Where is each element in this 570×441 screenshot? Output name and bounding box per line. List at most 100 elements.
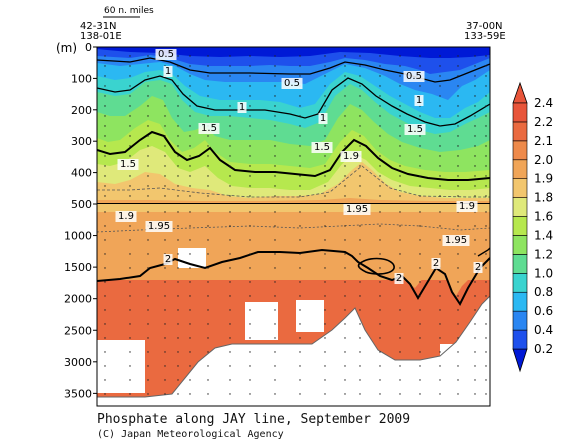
scale-bar-label: 60 n. miles <box>104 6 154 16</box>
y-tick-label: 3000 <box>64 356 92 369</box>
y-tick-label: 100 <box>71 72 92 85</box>
colorbar-segment <box>512 216 528 236</box>
station-dots-lower <box>104 211 487 395</box>
contour-label: 1.95 <box>442 235 470 246</box>
colorbar-segment <box>512 291 528 312</box>
contour-label: 1.9 <box>340 151 362 162</box>
region-2.0-upper-edge <box>97 212 490 296</box>
y-tick-label: 1000 <box>64 230 92 243</box>
colorbar-segment <box>512 121 528 142</box>
contour-1.9 <box>97 165 490 198</box>
end-station-lon: 133-59E <box>464 31 506 42</box>
colorbar-tick-label: 2.1 <box>534 134 553 148</box>
y-tick-label: 300 <box>71 135 92 148</box>
station-dots-upper <box>104 55 487 197</box>
contour-label: 0.5 <box>281 78 303 89</box>
colorbar-extend-high <box>512 81 528 104</box>
colorbar-tick-label: 0.6 <box>534 304 553 318</box>
no-data-patch-2 <box>245 302 278 340</box>
chart-title: Phosphate along JAY line, September 2009 <box>97 412 411 427</box>
y-tick-label: 1500 <box>64 261 92 274</box>
lower-depth-panel <box>97 204 490 406</box>
contour-label: 1.9 <box>115 211 137 222</box>
contour-1 <box>97 75 490 127</box>
y-tick-label: 500 <box>71 198 92 211</box>
contour-label: 2 <box>394 273 404 284</box>
y-tick-label: 2000 <box>64 293 92 306</box>
colorbar-tick-label: 1.0 <box>534 266 553 280</box>
y-axis-ticks: 0 100 200 300 400 500 1000 1500 2000 2500 3000 3500 <box>64 41 97 400</box>
contour-label: 1.5 <box>117 159 139 170</box>
seafloor <box>97 295 490 406</box>
contour-1.5 <box>97 130 490 181</box>
colorbar-tick-label: 2.0 <box>534 153 553 167</box>
start-station-lon: 138-01E <box>80 31 122 42</box>
contour-label: 1.95 <box>343 204 371 215</box>
no-data-patch-4 <box>97 340 145 393</box>
contour-label: 1.5 <box>404 124 426 135</box>
contour-label: 1 <box>163 66 173 77</box>
y-tick-label: 2500 <box>64 324 92 337</box>
start-station-lat: 42-31N <box>80 21 117 32</box>
upper-depth-panel <box>97 47 490 204</box>
svg-text:1.95: 1.95 <box>445 235 467 246</box>
colorbar-tick-label: 2.2 <box>534 115 553 129</box>
contour-2 <box>97 248 490 306</box>
y-tick-label: 200 <box>71 104 92 117</box>
colorbar-tick-label: 1.8 <box>534 191 553 205</box>
contour-label: 1 <box>237 102 247 113</box>
y-axis-label: (m) <box>56 41 77 55</box>
contour-0.5 <box>97 57 490 83</box>
svg-text:1: 1 <box>320 113 326 124</box>
chart-credit: (C) Japan Meteorological Agency <box>97 429 284 440</box>
colorbar-segment <box>512 140 528 161</box>
contour-label: 0.5 <box>403 71 425 82</box>
contour-label: 0.5 <box>155 49 177 60</box>
svg-text:1: 1 <box>416 95 422 106</box>
scale-bar: 60 n. miles <box>103 6 154 18</box>
contour-2-loop <box>357 257 395 275</box>
colorbar-segment <box>512 254 528 274</box>
colorbar-tick-label: 1.9 <box>534 172 553 186</box>
svg-text:1.5: 1.5 <box>314 142 330 153</box>
colorbar-tick-label: 0.2 <box>534 342 553 356</box>
colorbar-segment <box>512 235 528 255</box>
colorbar-segment <box>512 310 528 331</box>
svg-text:1.9: 1.9 <box>343 151 359 162</box>
colorbar-extend-low <box>512 348 528 373</box>
contour-label: 1.5 <box>198 123 220 134</box>
contour-label: 1 <box>414 95 424 106</box>
contour-label: 1 <box>318 113 328 124</box>
contour-2-right <box>477 247 490 257</box>
y-tick-label: 3500 <box>64 387 92 400</box>
svg-text:2: 2 <box>396 273 402 284</box>
contour-labels: 0.5 1 0.5 0.5 1 1 1 1.5 1.5 1.5 1.5 1.9 1.9 1.95 1.95 1… <box>115 49 483 284</box>
svg-text:1.95: 1.95 <box>148 221 170 232</box>
colorbar-segment <box>512 273 528 293</box>
colorbar-segment <box>512 329 528 350</box>
svg-text:1.5: 1.5 <box>201 123 217 134</box>
svg-text:2: 2 <box>433 258 439 269</box>
colorbar-tick-label: 0.8 <box>534 285 553 299</box>
colorbar-legend: 0.2 0.4 0.6 0.8 1.0 1.2 1.4 1.6 1.8 1.9 2.0 2.1 2.2 2… <box>512 81 553 373</box>
svg-text:1: 1 <box>239 102 245 113</box>
svg-text:0.5: 0.5 <box>406 71 422 82</box>
colorbar-segment <box>512 159 528 179</box>
colorbar-tick-label: 1.4 <box>534 228 553 242</box>
svg-text:1: 1 <box>165 66 171 77</box>
end-station-lat: 37-00N <box>466 21 503 32</box>
contour-label: 2 <box>473 262 483 273</box>
band-1.9 <box>97 162 490 204</box>
contour-label: 1.95 <box>145 221 173 232</box>
colorbar-tick-label: 1.6 <box>534 210 553 224</box>
colorbar-tick-label: 2.4 <box>534 96 553 110</box>
axes-frame <box>96 46 491 407</box>
colorbar-segment <box>512 197 528 217</box>
contour-label: 1.9 <box>456 201 478 212</box>
colorbar-tick-label: 1.2 <box>534 247 553 261</box>
band-2.0 <box>97 198 490 204</box>
svg-text:2: 2 <box>165 254 171 265</box>
svg-text:1.9: 1.9 <box>459 201 475 212</box>
no-data-patch-3 <box>296 300 324 332</box>
contour-lines-upper <box>97 57 490 198</box>
